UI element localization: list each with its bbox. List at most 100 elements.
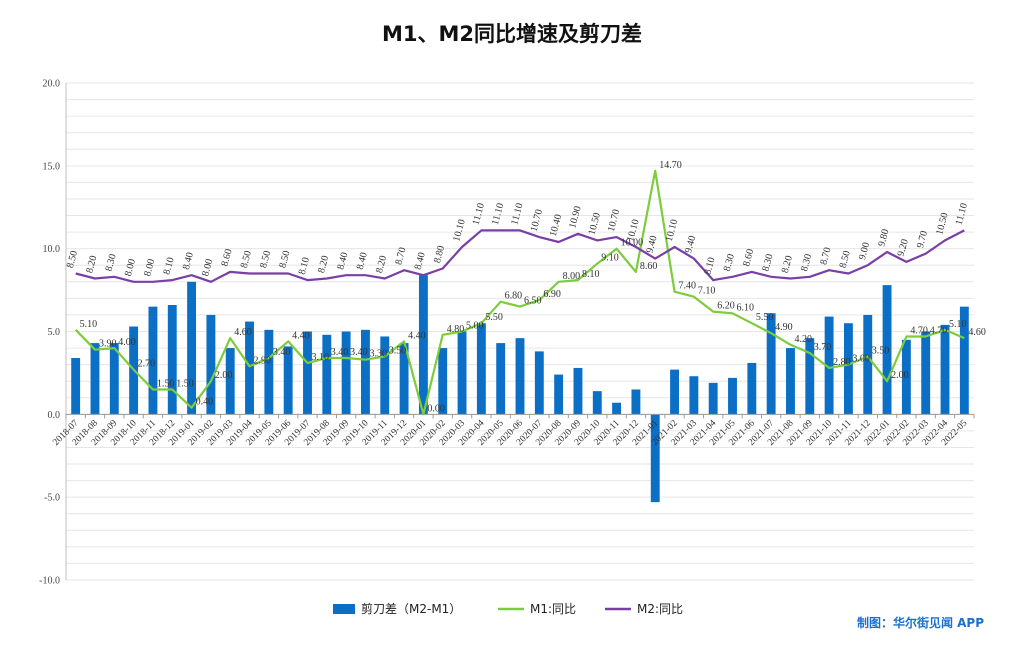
bar xyxy=(534,351,544,415)
m1-data-label: 8.60 xyxy=(640,261,658,272)
bar xyxy=(225,348,235,415)
m2-data-label: 9.80 xyxy=(876,228,891,248)
m2-data-label: 8.20 xyxy=(316,255,331,275)
bar xyxy=(206,314,216,415)
line-series xyxy=(74,169,965,416)
m2-data-label: 8.30 xyxy=(760,253,775,273)
m2-data-label: 8.70 xyxy=(393,246,408,266)
m2-data-label: 8.20 xyxy=(84,255,99,275)
m1-data-label: 3.00 xyxy=(852,354,870,365)
bar-series xyxy=(71,275,969,503)
m1-data-label: 7.40 xyxy=(679,281,697,292)
bar xyxy=(418,275,428,415)
bar xyxy=(322,334,332,415)
m1-data-label: 3.10 xyxy=(311,352,329,363)
bar xyxy=(670,369,679,415)
m1-data-label: 4.80 xyxy=(447,324,465,335)
m1-data-label: 9.10 xyxy=(601,253,619,264)
m1-data-label: 2.90 xyxy=(254,355,272,366)
y-tick-label: -5.0 xyxy=(44,493,60,504)
bar xyxy=(399,343,409,415)
bar xyxy=(438,348,448,415)
m2-data-label: 9.40 xyxy=(645,235,660,255)
bar xyxy=(747,362,757,415)
bar xyxy=(496,343,506,415)
bar xyxy=(380,336,390,415)
bar xyxy=(689,376,699,415)
m1-data-label: 4.20 xyxy=(794,334,812,345)
m2-data-label: 8.50 xyxy=(258,250,273,270)
bar xyxy=(959,306,969,415)
m2-data-label: 8.40 xyxy=(413,251,428,271)
bar xyxy=(728,377,737,415)
m1-data-label: 4.40 xyxy=(408,330,426,341)
m2-data-label: 11.10 xyxy=(471,202,487,226)
m2-data-label: 8.70 xyxy=(818,246,833,266)
m1-data-label: 3.50 xyxy=(389,345,407,356)
m1-data-label: 4.90 xyxy=(775,322,793,333)
legend-label-m2: M2:同比 xyxy=(637,602,683,616)
m2-data-label: 8.30 xyxy=(104,253,119,273)
m2-data-label: 10.10 xyxy=(664,218,680,243)
bar xyxy=(612,402,622,415)
m2-data-label: 8.50 xyxy=(277,250,292,270)
legend-label-bar: 剪刀差（M2-M1） xyxy=(361,601,461,616)
m2-data-label: 9.20 xyxy=(896,238,911,258)
m1-data-label: 2.80 xyxy=(833,357,851,368)
x-axis-ticks: 2018-072018-082018-092018-102018-112018-… xyxy=(51,418,969,448)
m1-data-label: 5.10 xyxy=(949,319,967,330)
m1-data-label: 3.30 xyxy=(369,349,387,360)
bar xyxy=(90,343,100,415)
bar xyxy=(650,414,660,503)
bar xyxy=(283,346,293,415)
m2-data-label: 8.50 xyxy=(838,250,853,270)
m2-data-label: 8.00 xyxy=(142,258,157,278)
m1-data-label: 6.50 xyxy=(524,296,542,307)
m2-data-label: 8.00 xyxy=(123,258,138,278)
m1-data-label: 3.40 xyxy=(331,347,349,358)
m1-data-label: 6.90 xyxy=(543,289,561,300)
bar xyxy=(264,329,274,415)
bar xyxy=(863,314,873,415)
m2-data-label: 8.50 xyxy=(65,250,80,270)
m1-data-label: 4.40 xyxy=(292,330,310,341)
bar xyxy=(805,338,815,415)
m1-data-label: 5.10 xyxy=(80,319,98,330)
bar xyxy=(592,391,602,415)
bar xyxy=(824,316,834,415)
x-axis xyxy=(65,83,975,580)
m2-data-label: 8.40 xyxy=(181,251,196,271)
m2-data-label: 10.70 xyxy=(606,208,622,233)
m1-data-label: 4.70 xyxy=(910,325,928,336)
m2-data-label: 8.50 xyxy=(239,250,254,270)
m1-data-label: 3.40 xyxy=(350,347,368,358)
m2-data-label: 10.40 xyxy=(548,213,564,238)
m2-data-label: 8.80 xyxy=(432,245,447,265)
m1-data-label: 5.50 xyxy=(756,312,774,323)
m2-data-label: 8.20 xyxy=(374,255,389,275)
bar xyxy=(245,321,254,415)
legend: 剪刀差（M2-M1） M1:同比 M2:同比 xyxy=(333,601,683,616)
bar xyxy=(167,304,177,415)
grid-lines xyxy=(66,82,974,581)
y-tick-label: 20.0 xyxy=(43,79,61,90)
bar xyxy=(476,323,486,415)
y-axis-ticks: -10.0 -5.0 0.0 5.0 10.0 15.0 20.0 xyxy=(39,79,60,587)
bar xyxy=(882,285,892,415)
m1-data-label: 3.90 xyxy=(99,339,117,350)
m2-line xyxy=(75,229,965,283)
bar xyxy=(71,358,81,415)
m1-data-label: 4.60 xyxy=(234,327,252,338)
m2-data-label: 8.60 xyxy=(741,248,756,268)
m1-data-label: 6.20 xyxy=(717,301,735,312)
data-labels: 8.50 8.20 8.30 8.00 8.00 8.10 8.40 8.008.60 8.50… xyxy=(65,160,986,415)
y-tick-label: -10.0 xyxy=(39,576,60,587)
bar xyxy=(361,329,370,415)
bar xyxy=(921,331,931,415)
bar xyxy=(554,374,564,415)
bar xyxy=(109,343,119,415)
m1-line xyxy=(74,169,965,416)
m2-data-label: 11.10 xyxy=(509,202,525,226)
m1-data-label: 2.00 xyxy=(215,370,233,381)
m1-data-label: 5.50 xyxy=(485,312,503,323)
